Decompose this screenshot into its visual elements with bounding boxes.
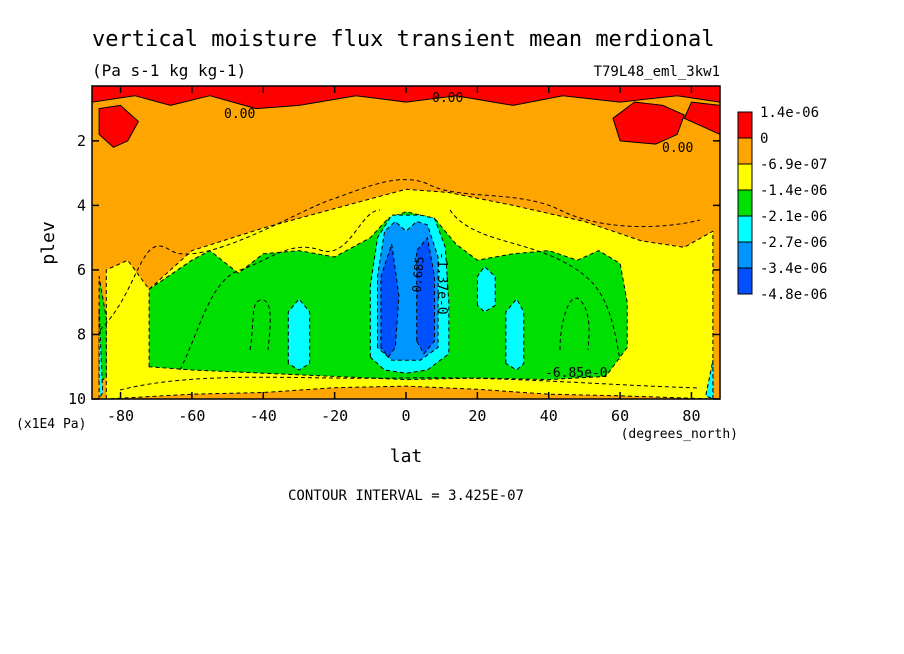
legend-swatch	[737, 267, 753, 295]
contour-lines	[99, 179, 701, 391]
contour-region	[476, 266, 496, 313]
contour-label: 0.00	[432, 91, 463, 106]
x-tick-label: 80	[682, 407, 700, 425]
y-tick-label: 6	[77, 261, 86, 279]
legend-label: -4.8e-06	[760, 287, 827, 303]
x-axis-label: lat	[390, 446, 423, 467]
contour-region	[416, 237, 435, 355]
contour-region	[380, 243, 400, 358]
y-axis-unit: (x1E4 Pa)	[16, 417, 86, 432]
contour-label: -0.685	[409, 256, 427, 300]
y-axis-ticks: 2 4 6 8 10	[68, 132, 720, 408]
x-axis-ticks: -80 -60 -40 -20 0 20 40 60 80	[107, 86, 700, 425]
contour-line	[119, 376, 701, 391]
y-tick-label: 10	[68, 390, 86, 408]
legend-swatch	[737, 241, 753, 269]
legend-label: -2.1e-06	[760, 209, 827, 225]
legend-swatch	[737, 189, 753, 217]
contour-region	[98, 104, 139, 148]
legend-label: 0	[760, 131, 768, 147]
contour-label: 0.00	[662, 141, 693, 156]
x-tick-label: 20	[468, 407, 486, 425]
chart-title: vertical moisture flux transient mean me…	[92, 27, 715, 52]
contour-label: -1.37e-0	[434, 252, 449, 315]
y-tick-label: 4	[77, 196, 86, 214]
x-tick-label: -40	[250, 407, 277, 425]
contour-regions	[91, 85, 721, 400]
contour-region	[505, 298, 525, 371]
contour-line	[559, 297, 590, 351]
contour-interval: CONTOUR INTERVAL = 3.425E-07	[288, 488, 524, 504]
contour-label: -6.85e-0	[545, 366, 608, 381]
contour-label-group: 0.00 0.00 0.00 -6.85e-0 -1.37e-0 -0.685	[224, 91, 693, 381]
legend-swatch	[737, 215, 753, 243]
x-tick-label: -60	[178, 407, 205, 425]
contour-label: 0.00	[224, 107, 255, 122]
legend-label: -3.4e-06	[760, 261, 827, 277]
x-tick-label: 0	[401, 407, 410, 425]
chart-units: (Pa s-1 kg kg-1)	[92, 61, 246, 80]
legend-swatch	[737, 137, 753, 165]
x-tick-label: -20	[321, 407, 348, 425]
x-tick-label: 40	[540, 407, 558, 425]
contour-line	[249, 299, 271, 351]
color-legend: 1.4e-06 0 -6.9e-07 -1.4e-06 -2.1e-06 -2.7e-06…	[737, 105, 827, 303]
contour-line	[99, 179, 701, 331]
y-axis-label: plev	[38, 221, 59, 264]
contour-region	[287, 298, 311, 371]
legend-swatch	[737, 163, 753, 191]
dataset-label: T79L48_eml_3kw1	[594, 64, 720, 80]
legend-swatch	[737, 111, 753, 139]
legend-label: -2.7e-06	[760, 235, 827, 251]
contour-line	[179, 209, 621, 371]
legend-label: -1.4e-06	[760, 183, 827, 199]
contour-region	[612, 101, 685, 145]
y-tick-label: 2	[77, 132, 86, 150]
legend-label: -6.9e-07	[760, 157, 827, 173]
legend-label: 1.4e-06	[760, 105, 819, 121]
x-tick-label: 60	[611, 407, 629, 425]
x-tick-label: -80	[107, 407, 134, 425]
plot-area: 0.00 0.00 0.00 -6.85e-0 -1.37e-0 -0.685 …	[68, 85, 721, 425]
y-tick-label: 8	[77, 325, 86, 343]
contour-region	[91, 85, 721, 110]
x-axis-unit: (degrees_north)	[621, 427, 738, 442]
contour-region	[98, 308, 104, 400]
contour-region	[705, 359, 714, 400]
